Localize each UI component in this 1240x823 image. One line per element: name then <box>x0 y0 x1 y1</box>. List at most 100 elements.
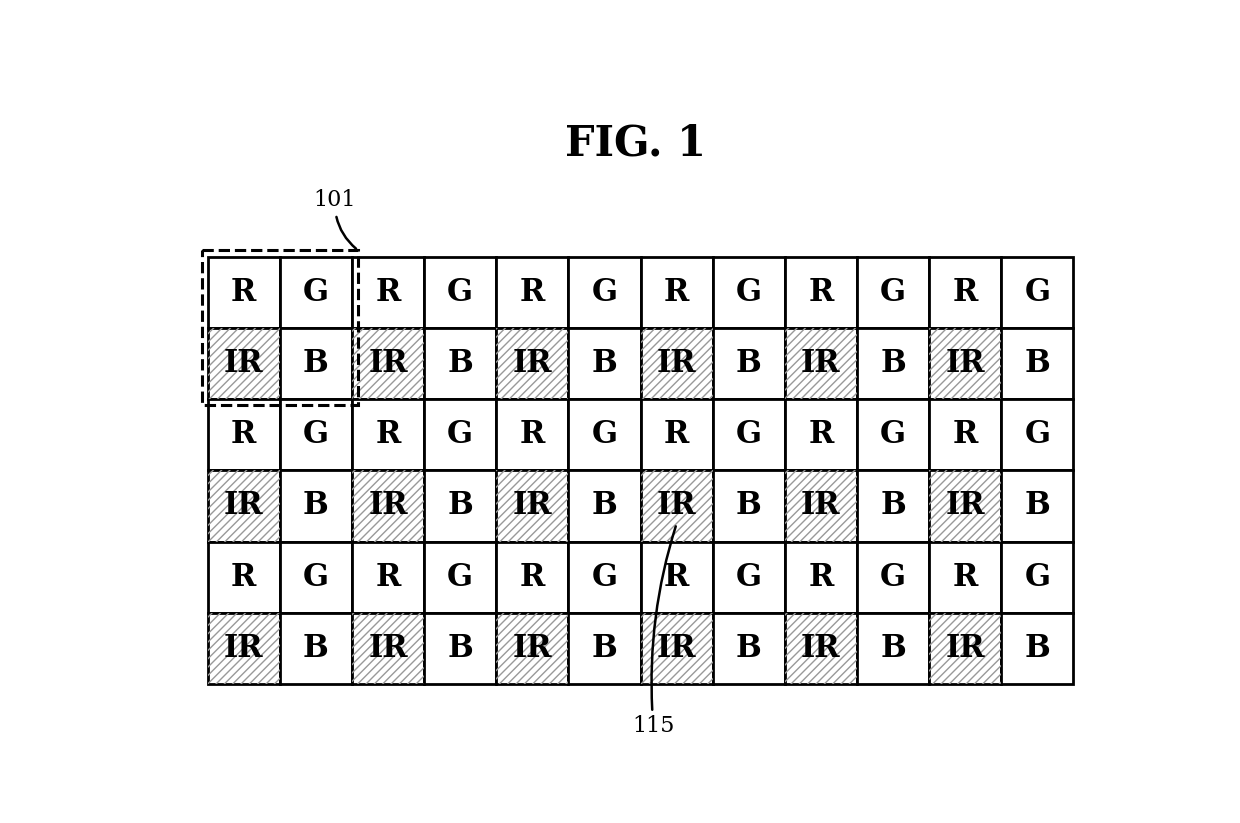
Bar <box>201 250 358 405</box>
Bar <box>929 399 1001 470</box>
Text: G: G <box>448 561 474 593</box>
Text: B: B <box>1024 491 1050 522</box>
Bar <box>207 257 280 328</box>
Bar <box>424 257 496 328</box>
Bar <box>207 328 280 399</box>
Bar <box>929 328 1001 399</box>
Bar <box>496 613 568 684</box>
Text: 115: 115 <box>632 527 676 737</box>
Bar <box>280 542 352 613</box>
Bar <box>785 613 857 684</box>
Bar <box>568 470 641 542</box>
Text: G: G <box>303 277 329 308</box>
Bar <box>496 257 568 328</box>
Bar <box>641 542 713 613</box>
Text: 101: 101 <box>314 189 356 249</box>
Bar <box>857 470 929 542</box>
Bar <box>352 613 424 684</box>
Bar <box>496 613 568 684</box>
Bar <box>785 470 857 542</box>
Bar <box>641 470 713 542</box>
Text: G: G <box>735 561 761 593</box>
Text: IR: IR <box>945 491 985 522</box>
Text: G: G <box>1024 419 1050 450</box>
Bar <box>424 470 496 542</box>
Bar <box>352 470 424 542</box>
Bar <box>929 470 1001 542</box>
Text: B: B <box>448 633 474 664</box>
Text: B: B <box>1024 633 1050 664</box>
Bar <box>568 613 641 684</box>
Bar <box>641 257 713 328</box>
Text: B: B <box>303 491 329 522</box>
Bar <box>352 542 424 613</box>
Text: IR: IR <box>801 348 841 379</box>
Bar <box>207 542 280 613</box>
Text: R: R <box>663 277 689 308</box>
Text: B: B <box>880 491 906 522</box>
Text: R: R <box>952 561 978 593</box>
Text: R: R <box>952 419 978 450</box>
Text: IR: IR <box>657 633 697 664</box>
Text: B: B <box>303 348 329 379</box>
Bar <box>496 470 568 542</box>
Text: G: G <box>1024 277 1050 308</box>
Text: FIG. 1: FIG. 1 <box>565 123 706 165</box>
Bar <box>568 399 641 470</box>
Bar <box>857 542 929 613</box>
Text: R: R <box>520 277 546 308</box>
Bar <box>785 399 857 470</box>
Text: G: G <box>303 561 329 593</box>
Bar <box>424 542 496 613</box>
Text: B: B <box>591 348 618 379</box>
Bar <box>641 470 713 542</box>
Text: B: B <box>735 491 761 522</box>
Text: R: R <box>376 277 401 308</box>
Text: G: G <box>1024 561 1050 593</box>
Bar <box>785 613 857 684</box>
Text: IR: IR <box>945 633 985 664</box>
Text: IR: IR <box>801 633 841 664</box>
Bar <box>641 613 713 684</box>
Bar <box>496 542 568 613</box>
Bar <box>929 470 1001 542</box>
Bar <box>929 613 1001 684</box>
Text: G: G <box>591 277 618 308</box>
Text: R: R <box>376 561 401 593</box>
Bar <box>713 328 785 399</box>
Text: B: B <box>735 348 761 379</box>
Text: G: G <box>303 419 329 450</box>
Text: B: B <box>880 348 906 379</box>
Bar <box>568 257 641 328</box>
Bar <box>352 470 424 542</box>
Text: IR: IR <box>512 491 552 522</box>
Text: R: R <box>231 419 257 450</box>
Bar <box>641 613 713 684</box>
Bar <box>785 328 857 399</box>
Text: R: R <box>808 561 833 593</box>
Text: G: G <box>880 419 906 450</box>
Bar <box>857 257 929 328</box>
Bar <box>713 399 785 470</box>
Bar <box>713 470 785 542</box>
Text: IR: IR <box>368 491 408 522</box>
Text: R: R <box>663 561 689 593</box>
Bar <box>568 328 641 399</box>
Bar <box>424 613 496 684</box>
Bar <box>641 399 713 470</box>
Bar <box>857 328 929 399</box>
Text: R: R <box>231 277 257 308</box>
Bar <box>207 470 280 542</box>
Text: IR: IR <box>801 491 841 522</box>
Bar <box>713 613 785 684</box>
Text: G: G <box>735 419 761 450</box>
Text: G: G <box>448 419 474 450</box>
Bar <box>1001 470 1074 542</box>
Text: IR: IR <box>368 633 408 664</box>
Bar <box>496 399 568 470</box>
Bar <box>280 613 352 684</box>
Text: IR: IR <box>512 633 552 664</box>
Text: G: G <box>448 277 474 308</box>
Text: G: G <box>880 561 906 593</box>
Bar <box>207 613 280 684</box>
